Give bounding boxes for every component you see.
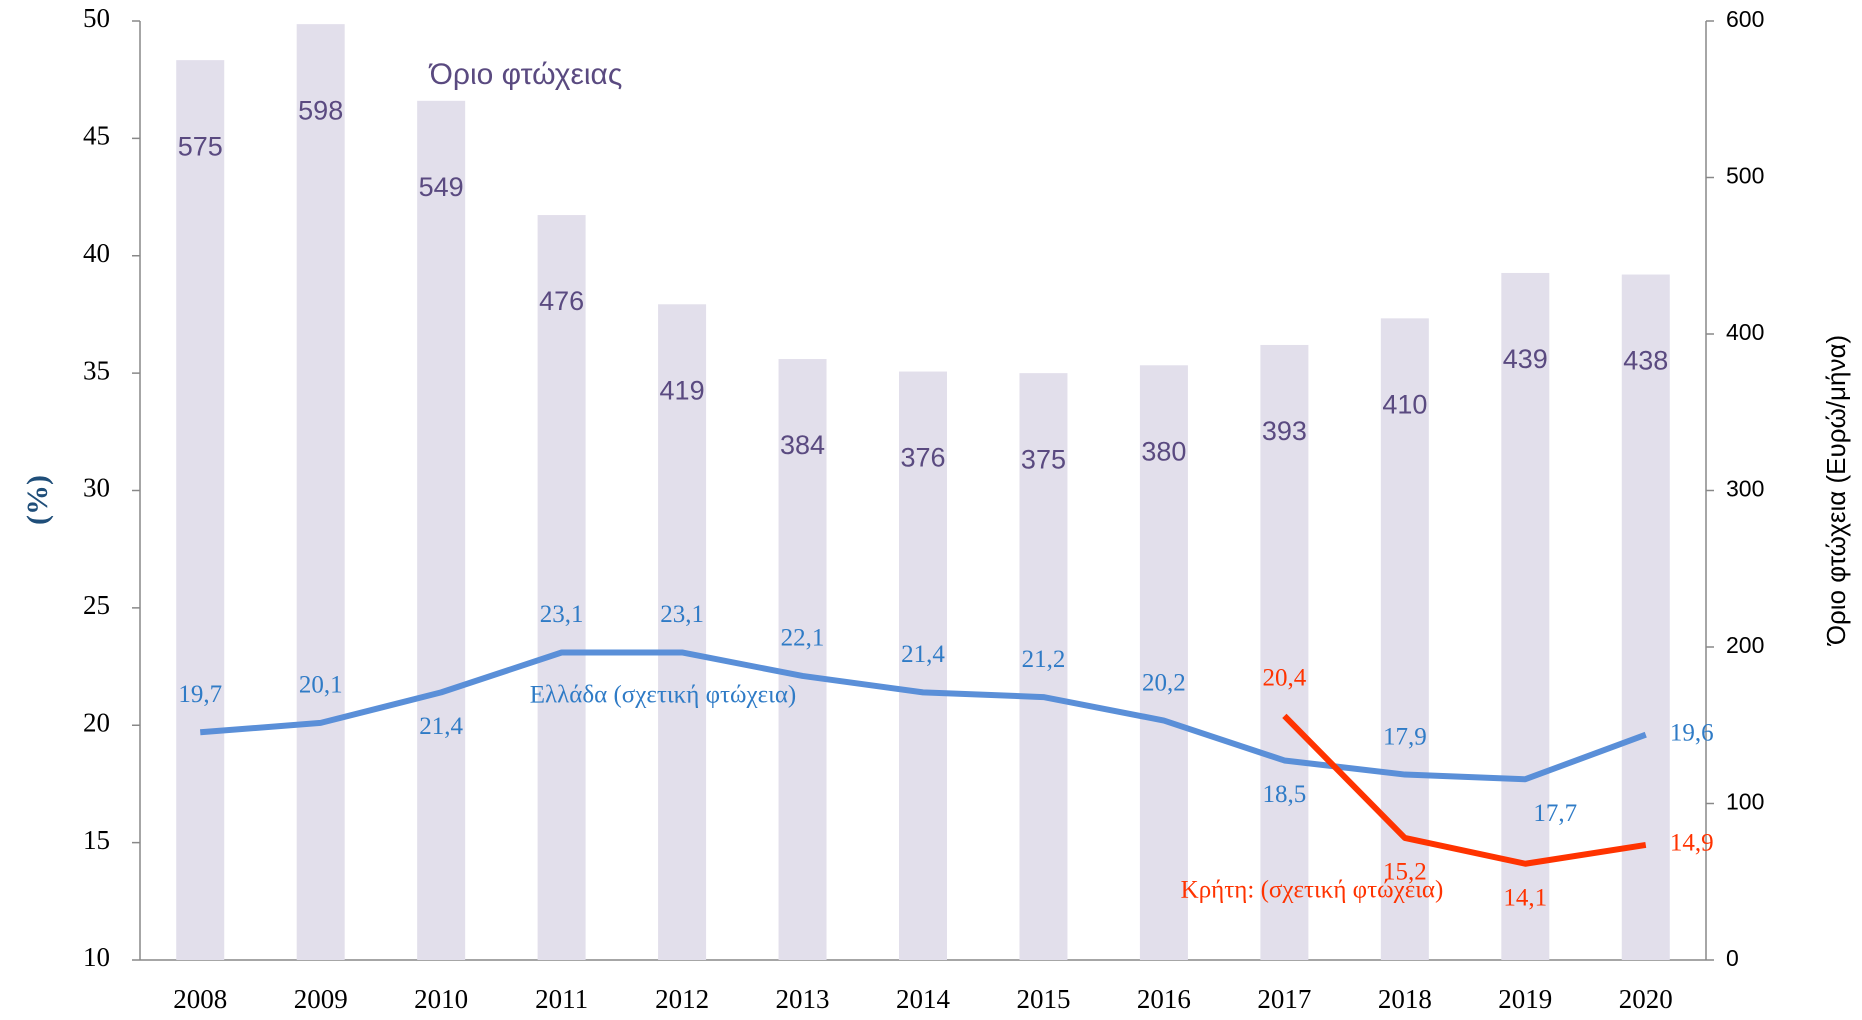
y2-tick-label: 0 [1726,945,1739,971]
y-tick-label: 25 [83,590,110,620]
bar-value-label: 375 [1021,444,1066,474]
bar [658,304,707,960]
data-label: 14,1 [1503,884,1547,911]
y2-tick-label: 500 [1726,163,1764,189]
data-label: 21,2 [1022,646,1066,673]
series-label: Ελλάδα (σχετική φτώχεια) [530,682,797,709]
y2-tick-label: 200 [1726,632,1764,658]
line [1282,713,1647,867]
bar [537,215,586,960]
data-label: 19,6 [1670,719,1714,746]
y-tick-label: 15 [83,825,110,855]
bar [1019,373,1068,960]
data-label: 17,9 [1383,723,1427,750]
bar-value-label: 393 [1262,416,1307,446]
data-label: 14,9 [1670,830,1714,857]
x-tick-label: 2017 [1257,984,1311,1014]
data-label: 20,1 [299,672,343,699]
data-label: 21,4 [419,713,463,740]
y-tick-label: 30 [83,473,110,503]
bar-value-label: 384 [780,430,825,460]
x-tick-label: 2013 [776,984,830,1014]
bar [778,359,827,960]
y-tick-label: 20 [83,707,110,737]
data-label: 17,7 [1533,800,1577,827]
y-tick-label: 35 [83,355,110,385]
bar [1139,365,1188,960]
bar-value-label: 575 [178,131,223,161]
y-tick-label: 50 [83,3,110,33]
x-tick-label: 2018 [1378,984,1432,1014]
x-tick-label: 2012 [655,984,709,1014]
bar [417,100,466,960]
bar-value-label: 410 [1382,389,1427,419]
line [199,649,1647,783]
x-tick-label: 2016 [1137,984,1191,1014]
y2-tick-label: 600 [1726,6,1764,32]
bar-value-label: 476 [539,286,584,316]
data-label: 20,2 [1142,669,1186,696]
y2-tick-label: 300 [1726,476,1764,502]
bar-value-label: 438 [1623,346,1668,376]
x-tick-label: 2008 [173,984,227,1014]
y2-tick-label: 100 [1726,789,1764,815]
x-tick-label: 2010 [414,984,468,1014]
data-label: 23,1 [540,601,584,628]
bar-value-label: 419 [660,375,705,405]
bar [1621,274,1670,960]
bar [296,24,345,960]
bar [1501,272,1550,961]
y-axis-label: (%) [21,475,54,525]
x-tick-label: 2015 [1016,984,1070,1014]
data-label: 20,4 [1263,665,1307,692]
series-label: Όριο φτώχειας [428,58,623,91]
bar [1260,344,1309,961]
bar-value-label: 380 [1141,436,1186,466]
bar-value-label: 598 [298,95,343,125]
bar-value-label: 549 [419,172,464,202]
bar [1380,318,1429,961]
bar-value-label: 376 [900,443,945,473]
bar-value-label: 439 [1503,344,1548,374]
data-label: 18,5 [1263,781,1307,808]
y2-tick-label: 400 [1726,319,1764,345]
x-tick-label: 2020 [1619,984,1673,1014]
bar [899,371,947,960]
series-label: Κρήτη: (σχετική φτώχεια) [1181,877,1444,904]
x-tick-label: 2011 [535,984,588,1014]
x-tick-label: 2019 [1498,984,1552,1014]
data-label: 15,2 [1383,859,1427,886]
bar [176,60,225,960]
data-label: 23,1 [660,601,704,628]
data-label: 22,1 [781,625,825,652]
y-tick-label: 45 [83,121,110,151]
y-tick-label: 40 [83,238,110,268]
x-tick-label: 2009 [294,984,348,1014]
y2-axis-label: Όριο φτώχεια (Ευρώ/μήνα) [1821,335,1851,646]
data-label: 21,4 [901,641,945,668]
y-tick-label: 10 [83,942,110,972]
data-label: 19,7 [178,681,222,708]
x-tick-label: 2014 [896,984,951,1014]
